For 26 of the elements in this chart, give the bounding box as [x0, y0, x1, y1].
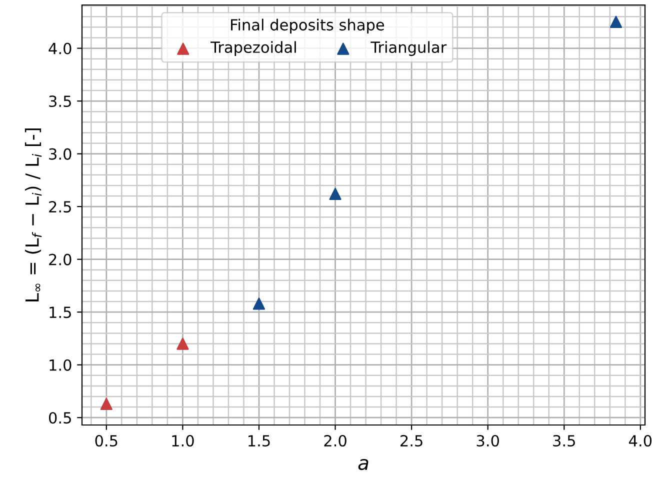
legend-label: Trapezoidal [210, 41, 296, 56]
point [329, 188, 342, 200]
text: L$_{∞}$ = (L$_{f}$ − L$_{i}$) / L$_{i}$ [-] [24, 128, 42, 302]
legend-label: Triangular [370, 41, 447, 56]
x-tick-label: 3.0 [476, 434, 499, 447]
x-tick-label: 1.5 [248, 435, 270, 447]
y-tick-label: 1.0 [50, 359, 72, 371]
x-axis-title: a [358, 458, 368, 470]
point [610, 16, 622, 28]
y-tick-label: 2.0 [49, 254, 72, 266]
y-tick-label: 0.5 [48, 412, 71, 424]
x-tick-label: 4.0 [629, 434, 652, 447]
y-tick-label: 1.5 [50, 306, 71, 318]
y-tick-label: 4.0 [48, 42, 72, 54]
x-tick-label: 3.5 [553, 434, 575, 447]
point [100, 398, 112, 410]
x-tick-label: 2.5 [400, 434, 422, 447]
y-tick-label: 2.5 [49, 201, 71, 213]
x-tick-label: 2.0 [324, 434, 346, 447]
point [252, 298, 266, 310]
x-tick-label: 0.5 [95, 434, 118, 447]
y-tick-label: 3.0 [49, 148, 72, 160]
point [176, 338, 189, 350]
y-tick-label: 3.5 [49, 95, 71, 108]
x-tick-label: 1.0 [172, 434, 194, 447]
legend-title: Final deposits shape [231, 18, 384, 34]
